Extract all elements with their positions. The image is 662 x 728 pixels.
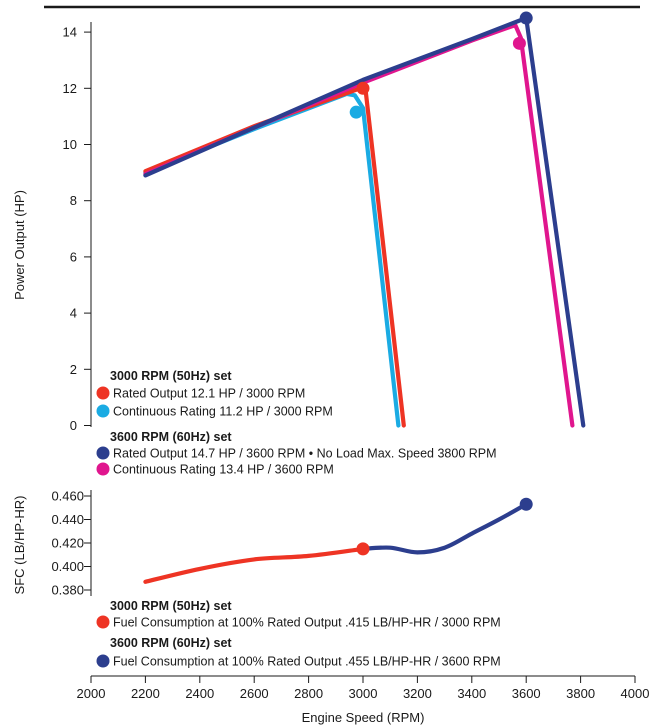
sfc-y-tick-label: 0.460	[51, 489, 84, 504]
power-y-tick-label: 12	[63, 81, 77, 96]
series-line-sfc_3000	[143, 546, 366, 584]
sfc-y-tick-label: 0.420	[51, 536, 84, 551]
power-y-tick-label: 4	[70, 306, 77, 321]
series-marker-sfc_3000	[356, 542, 370, 556]
x-tick-label: 3600	[512, 686, 541, 701]
power-y-tick-label: 10	[63, 137, 77, 152]
x-tick-label: 4000	[621, 686, 650, 701]
legend-group-heading: 3000 RPM (50Hz) set	[110, 369, 232, 383]
power-y-tick-label: 0	[70, 418, 77, 433]
series-marker-cont_3600	[512, 36, 526, 50]
x-tick-label: 3800	[566, 686, 595, 701]
legend-group-heading: 3600 RPM (60Hz) set	[110, 430, 232, 444]
power-y-tick-label: 6	[70, 249, 77, 264]
legend-entry-sfc_3000: Fuel Consumption at 100% Rated Output .4…	[113, 616, 501, 630]
power-y-tick-label: 14	[63, 25, 77, 40]
x-tick-label: 2400	[185, 686, 214, 701]
x-axis-label: Engine Speed (RPM)	[302, 710, 425, 725]
sfc-y-tick-label: 0.440	[51, 512, 84, 527]
x-tick-label: 3400	[457, 686, 486, 701]
power-y-axis-label: Power Output (HP)	[12, 190, 27, 300]
series-line-rated_3600	[143, 15, 586, 428]
power-y-tick-label: 2	[70, 362, 77, 377]
legend-group-heading: 3600 RPM (60Hz) set	[110, 636, 232, 650]
x-tick-label: 3000	[349, 686, 378, 701]
series-marker-rated_3600	[519, 11, 533, 25]
legend-entry-cont_3000: Continuous Rating 11.2 HP / 3000 RPM	[113, 405, 333, 419]
sfc-y-axis-label: SFC (LB/HP-HR)	[12, 496, 27, 595]
legend-swatch-cont_3600	[96, 462, 110, 476]
x-tick-label: 2600	[240, 686, 269, 701]
x-tick-label: 2200	[131, 686, 160, 701]
legend-group-heading: 3000 RPM (50Hz) set	[110, 599, 232, 613]
series-marker-cont_3000	[349, 105, 363, 119]
x-tick-label: 2000	[77, 686, 106, 701]
x-tick-label: 2800	[294, 686, 323, 701]
sfc-y-tick-label: 0.380	[51, 583, 84, 598]
legend-swatch-rated_3600	[96, 446, 110, 460]
legend-entry-cont_3600: Continuous Rating 13.4 HP / 3600 RPM	[113, 463, 334, 477]
legend-swatch-cont_3000	[96, 404, 110, 418]
series-marker-sfc_3600	[519, 497, 533, 511]
legend-swatch-sfc_3600	[96, 654, 110, 668]
legend-entry-rated_3000: Rated Output 12.1 HP / 3000 RPM	[113, 387, 305, 401]
legend-entry-sfc_3600: Fuel Consumption at 100% Rated Output .4…	[113, 655, 501, 669]
sfc-y-tick-label: 0.400	[51, 559, 84, 574]
legend-swatch-sfc_3000	[96, 615, 110, 629]
power-y-tick-label: 8	[70, 193, 77, 208]
legend-swatch-rated_3000	[96, 386, 110, 400]
legend-entry-rated_3600: Rated Output 14.7 HP / 3600 RPM • No Loa…	[113, 447, 497, 461]
series-line-sfc_3600	[360, 502, 529, 555]
series-marker-rated_3000	[356, 81, 370, 95]
x-tick-label: 3200	[403, 686, 432, 701]
